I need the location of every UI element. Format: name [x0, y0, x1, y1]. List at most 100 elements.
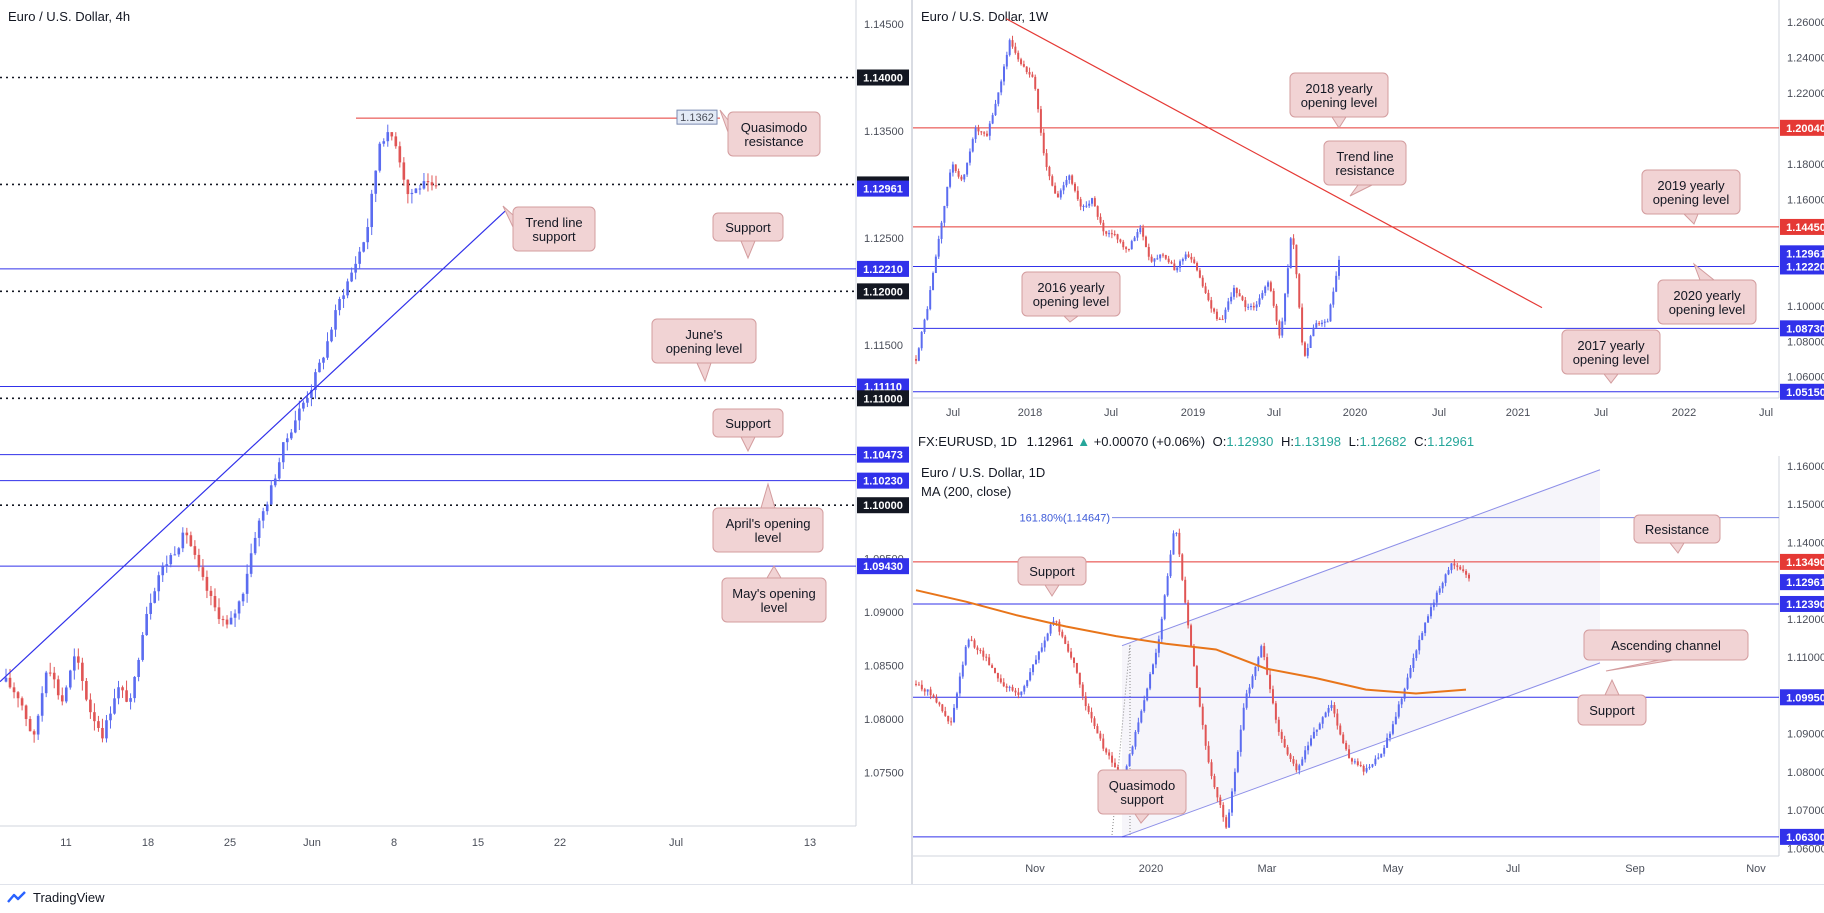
candle-down[interactable]	[426, 181, 430, 183]
candle-up[interactable]	[354, 263, 357, 273]
candle-down[interactable]	[957, 171, 960, 177]
candle-down[interactable]	[1221, 319, 1224, 321]
candle-down[interactable]	[1333, 705, 1336, 714]
candle-down[interactable]	[1295, 244, 1298, 275]
candle-down[interactable]	[977, 127, 980, 132]
candle-up[interactable]	[1301, 759, 1304, 766]
candle-up[interactable]	[1049, 624, 1052, 634]
candle-up[interactable]	[1312, 327, 1315, 337]
candle-down[interactable]	[1216, 787, 1219, 798]
candle-up[interactable]	[1304, 750, 1307, 760]
candle-down[interactable]	[1056, 193, 1059, 198]
candle-up[interactable]	[169, 555, 173, 565]
candle-down[interactable]	[213, 596, 217, 608]
callout-d1-support-1[interactable]: Support	[1017, 556, 1087, 597]
candle-up[interactable]	[1176, 267, 1179, 271]
candle-down[interactable]	[1090, 711, 1093, 719]
candle-down[interactable]	[1210, 762, 1213, 777]
candle-up[interactable]	[1236, 751, 1239, 772]
candle-down[interactable]	[1102, 222, 1105, 232]
candle-down[interactable]	[1048, 166, 1051, 177]
candle-up[interactable]	[1003, 66, 1006, 82]
candle-up[interactable]	[1444, 574, 1447, 583]
candle-down[interactable]	[430, 182, 434, 186]
candle-up[interactable]	[1251, 676, 1254, 688]
candle-down[interactable]	[1075, 663, 1078, 673]
candle-up[interactable]	[326, 341, 329, 358]
trend-line-support[interactable]	[0, 210, 506, 683]
candle-down[interactable]	[398, 146, 402, 163]
candle-up[interactable]	[1034, 659, 1037, 665]
candle-down[interactable]	[1064, 636, 1067, 644]
candle-up[interactable]	[1139, 227, 1142, 233]
candle-up[interactable]	[991, 115, 994, 124]
candle-down[interactable]	[60, 695, 64, 702]
candle-up[interactable]	[109, 713, 112, 721]
candle-up[interactable]	[1157, 639, 1160, 653]
candle-up[interactable]	[988, 123, 991, 136]
candle-down[interactable]	[89, 699, 92, 713]
candle-up[interactable]	[1232, 287, 1235, 297]
candle-down[interactable]	[217, 607, 221, 620]
candle-up[interactable]	[177, 548, 181, 555]
candle-down[interactable]	[1181, 554, 1184, 580]
candle-up[interactable]	[923, 319, 926, 333]
candle-down[interactable]	[1336, 713, 1339, 726]
candle-up[interactable]	[366, 227, 369, 243]
candle-up[interactable]	[1088, 203, 1091, 206]
candle-up[interactable]	[310, 390, 313, 398]
candle-up[interactable]	[249, 553, 253, 574]
candle-up[interactable]	[1353, 761, 1356, 763]
candle-down[interactable]	[1084, 696, 1087, 707]
candle-down[interactable]	[1081, 684, 1084, 697]
candle-down[interactable]	[1067, 643, 1070, 652]
candle-down[interactable]	[1219, 797, 1222, 805]
candle-up[interactable]	[1427, 616, 1430, 623]
candle-up[interactable]	[322, 357, 325, 363]
candle-up[interactable]	[298, 408, 301, 421]
candle-up[interactable]	[1008, 686, 1011, 688]
candle-up[interactable]	[350, 272, 353, 282]
candle-up[interactable]	[1040, 647, 1043, 652]
candle-up[interactable]	[1267, 282, 1270, 287]
candle-up[interactable]	[966, 162, 969, 175]
candle-down[interactable]	[205, 576, 209, 591]
candle-down[interactable]	[1274, 703, 1277, 720]
candle-up[interactable]	[165, 564, 169, 567]
candle-up[interactable]	[937, 238, 940, 257]
candle-up[interactable]	[943, 206, 946, 223]
callout-d1-channel[interactable]: Ascending channel	[1583, 629, 1749, 672]
candle-down[interactable]	[125, 690, 128, 702]
candle-up[interactable]	[105, 720, 108, 739]
candle-up[interactable]	[1231, 791, 1233, 813]
candle-down[interactable]	[390, 132, 394, 137]
candle-down[interactable]	[1061, 631, 1064, 637]
candle-up[interactable]	[157, 575, 161, 592]
candle-down[interactable]	[1031, 74, 1034, 77]
candle-up[interactable]	[1424, 622, 1427, 634]
candle-down[interactable]	[1286, 747, 1289, 755]
candle-up[interactable]	[1140, 711, 1143, 723]
candle-down[interactable]	[980, 131, 983, 133]
candle-up[interactable]	[1441, 582, 1444, 589]
candle-down[interactable]	[1280, 731, 1283, 740]
candle-up[interactable]	[1247, 306, 1250, 308]
candle-down[interactable]	[1002, 682, 1005, 687]
candle-down[interactable]	[1099, 733, 1102, 739]
candle-up[interactable]	[1397, 704, 1400, 717]
candle-up[interactable]	[946, 186, 949, 207]
candle-down[interactable]	[32, 731, 36, 735]
candle-up[interactable]	[968, 151, 971, 163]
candle-down[interactable]	[923, 689, 926, 692]
candle-up[interactable]	[374, 170, 378, 194]
candle-down[interactable]	[1350, 758, 1353, 762]
candle-up[interactable]	[338, 299, 341, 311]
candle-up[interactable]	[1321, 717, 1324, 724]
candle-down[interactable]	[950, 721, 953, 723]
candle-up[interactable]	[334, 310, 337, 330]
candle-up[interactable]	[233, 613, 237, 618]
panel-divider[interactable]	[911, 0, 913, 884]
